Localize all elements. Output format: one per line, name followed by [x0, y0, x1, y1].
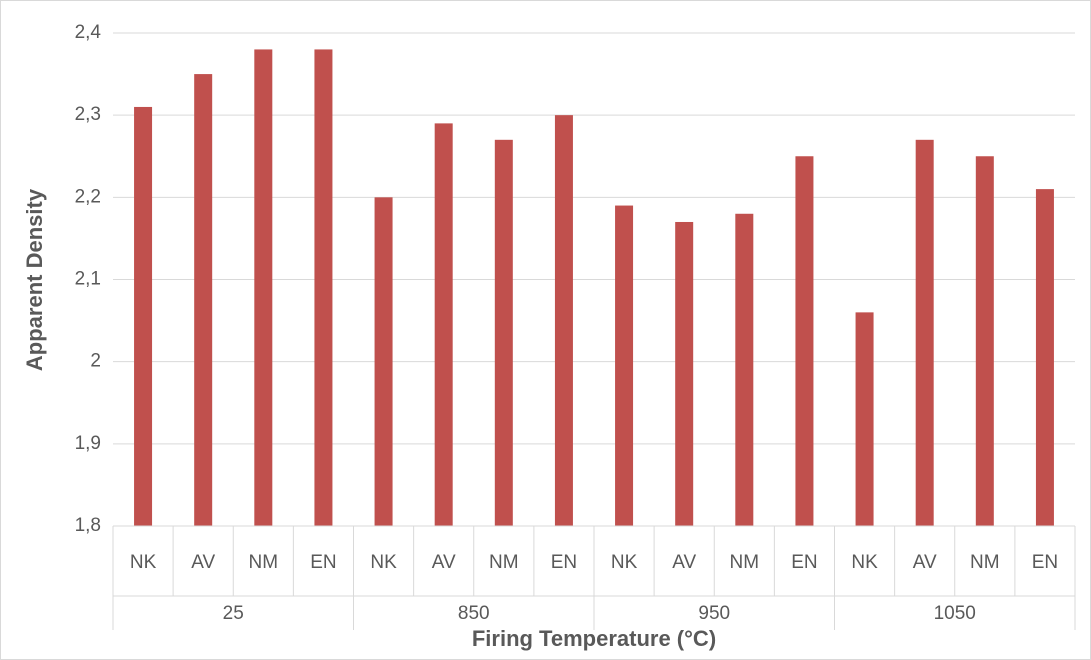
- x-tick-label: NK: [130, 552, 157, 573]
- x-tick-label: NK: [370, 552, 397, 573]
- x-tick-label: NM: [249, 552, 279, 573]
- y-tick-label: 2,1: [75, 269, 101, 290]
- x-tick-label: EN: [551, 552, 577, 573]
- group-label: 850: [458, 603, 490, 624]
- bar: [615, 205, 634, 527]
- bar: [855, 312, 874, 526]
- bar: [314, 49, 333, 526]
- bar: [134, 106, 153, 526]
- bar: [434, 123, 453, 526]
- y-tick-label: 2,4: [75, 22, 102, 43]
- bar: [194, 74, 213, 526]
- y-tick-label: 2,2: [75, 186, 101, 207]
- bar: [374, 197, 393, 527]
- bar: [975, 156, 994, 526]
- bar: [494, 139, 513, 527]
- bar: [675, 221, 694, 526]
- bar: [254, 49, 273, 526]
- y-axis-title: Apparent Density: [22, 188, 47, 371]
- group-label: 950: [698, 603, 730, 624]
- x-tick-label: EN: [1032, 552, 1058, 573]
- bar: [915, 139, 934, 527]
- y-tick-label: 1,9: [75, 433, 101, 454]
- bar: [1035, 189, 1054, 526]
- y-tick-label: 2,3: [75, 104, 101, 125]
- x-tick-label: AV: [913, 552, 937, 573]
- x-tick-label: NK: [851, 552, 878, 573]
- y-tick-label: 1,8: [75, 515, 101, 536]
- bar: [795, 156, 814, 526]
- x-tick-label: NM: [970, 552, 1000, 573]
- x-tick-label: NK: [611, 552, 638, 573]
- x-tick-label: EN: [791, 552, 817, 573]
- y-tick-label: 2: [90, 351, 101, 372]
- x-tick-label: AV: [672, 552, 696, 573]
- group-label: 1050: [934, 603, 976, 624]
- x-tick-label: NM: [730, 552, 760, 573]
- x-tick-label: AV: [191, 552, 215, 573]
- bar: [554, 115, 573, 527]
- group-label: 25: [223, 603, 244, 624]
- x-tick-label: EN: [310, 552, 336, 573]
- x-tick-label: NM: [489, 552, 519, 573]
- x-tick-label: AV: [432, 552, 456, 573]
- bar: [735, 213, 754, 526]
